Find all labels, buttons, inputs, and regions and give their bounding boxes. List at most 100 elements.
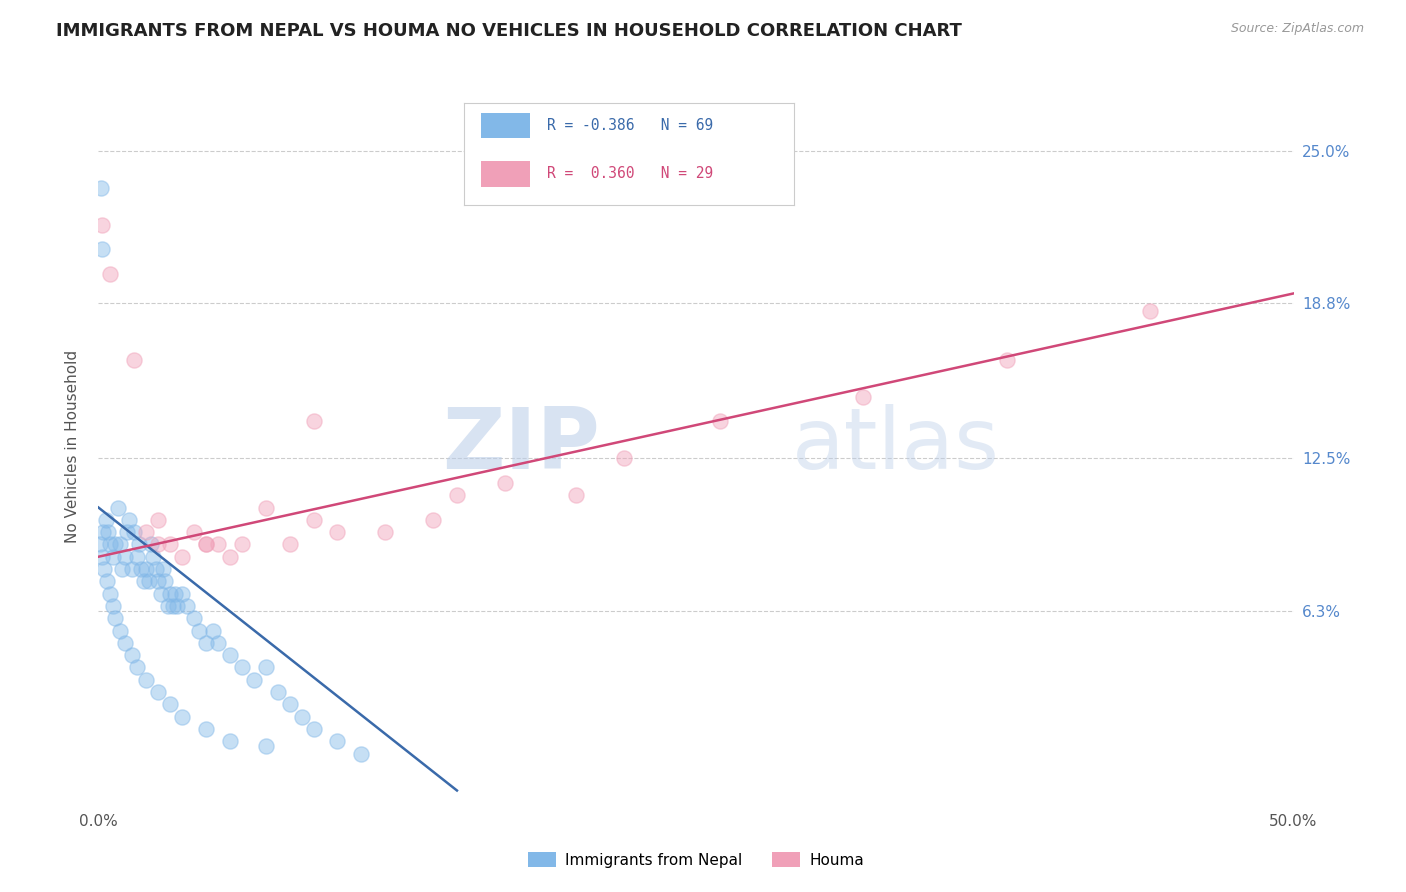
Point: [132, 574, 155, 589]
Point: [139, 537, 162, 551]
Point: [118, 513, 141, 527]
Point: [125, 549, 148, 564]
Point: [104, 611, 127, 625]
Point: [163, 587, 186, 601]
Point: [91, 218, 114, 232]
Point: [149, 587, 172, 601]
Point: [145, 562, 167, 576]
Point: [176, 599, 198, 613]
Point: [995, 352, 1018, 367]
Point: [128, 537, 150, 551]
Point: [254, 660, 277, 674]
Point: [243, 673, 266, 687]
Point: [195, 636, 218, 650]
Bar: [481, 113, 530, 138]
Point: [278, 698, 301, 712]
Point: [131, 562, 153, 576]
Text: atlas: atlas: [792, 404, 1000, 488]
Point: [231, 660, 253, 674]
Point: [709, 414, 731, 428]
Point: [172, 709, 194, 723]
Point: [114, 636, 136, 650]
Point: [104, 537, 127, 551]
Text: R = -0.386   N = 69: R = -0.386 N = 69: [547, 118, 713, 133]
Point: [183, 525, 205, 540]
Point: [115, 525, 138, 540]
Point: [267, 685, 290, 699]
Point: [148, 537, 170, 551]
Point: [135, 673, 157, 687]
Point: [219, 648, 242, 662]
Text: IMMIGRANTS FROM NEPAL VS HOUMA NO VEHICLES IN HOUSEHOLD CORRELATION CHART: IMMIGRANTS FROM NEPAL VS HOUMA NO VEHICL…: [56, 22, 962, 40]
Point: [613, 451, 636, 466]
Point: [202, 624, 225, 638]
Text: R =  0.360   N = 29: R = 0.360 N = 29: [547, 167, 713, 181]
Point: [98, 537, 122, 551]
Point: [350, 747, 373, 761]
Point: [326, 734, 349, 748]
Legend: Immigrants from Nepal, Houma: Immigrants from Nepal, Houma: [522, 846, 870, 873]
Point: [302, 414, 325, 428]
Point: [101, 599, 124, 613]
Point: [162, 599, 184, 613]
Point: [172, 549, 194, 564]
Point: [302, 722, 325, 736]
Text: Source: ZipAtlas.com: Source: ZipAtlas.com: [1230, 22, 1364, 36]
Point: [135, 562, 157, 576]
Point: [291, 709, 314, 723]
Point: [374, 525, 396, 540]
Point: [152, 562, 174, 576]
Point: [172, 587, 194, 601]
Point: [91, 525, 114, 540]
Point: [156, 599, 179, 613]
Point: [97, 525, 120, 540]
Point: [302, 513, 325, 527]
Point: [111, 562, 134, 576]
Point: [278, 537, 301, 551]
Point: [254, 500, 277, 515]
Point: [90, 180, 112, 194]
Point: [98, 587, 122, 601]
Point: [159, 587, 181, 601]
Bar: [481, 161, 530, 186]
Point: [159, 537, 181, 551]
Point: [138, 574, 160, 589]
Point: [254, 739, 277, 754]
Point: [91, 242, 114, 256]
Point: [187, 624, 209, 638]
Point: [1139, 303, 1161, 318]
Point: [107, 500, 129, 515]
Point: [93, 562, 115, 576]
Point: [108, 537, 131, 551]
Point: [96, 574, 118, 589]
Point: [121, 562, 143, 576]
Point: [108, 624, 131, 638]
Point: [494, 475, 516, 490]
Point: [219, 549, 242, 564]
Point: [326, 525, 349, 540]
Point: [207, 636, 229, 650]
Point: [124, 525, 146, 540]
Point: [94, 513, 117, 527]
Point: [114, 549, 136, 564]
Point: [124, 352, 146, 367]
Point: [121, 648, 143, 662]
Point: [101, 549, 124, 564]
Point: [148, 574, 170, 589]
Point: [142, 549, 165, 564]
Point: [565, 488, 588, 502]
Point: [195, 537, 218, 551]
Y-axis label: No Vehicles in Household: No Vehicles in Household: [65, 350, 80, 542]
Point: [98, 267, 122, 281]
Point: [422, 513, 444, 527]
Point: [183, 611, 205, 625]
Point: [159, 698, 181, 712]
Point: [155, 574, 177, 589]
Point: [852, 390, 875, 404]
Point: [89, 537, 111, 551]
Point: [125, 660, 148, 674]
Point: [166, 599, 188, 613]
Point: [231, 537, 253, 551]
Point: [135, 525, 157, 540]
Point: [91, 549, 114, 564]
